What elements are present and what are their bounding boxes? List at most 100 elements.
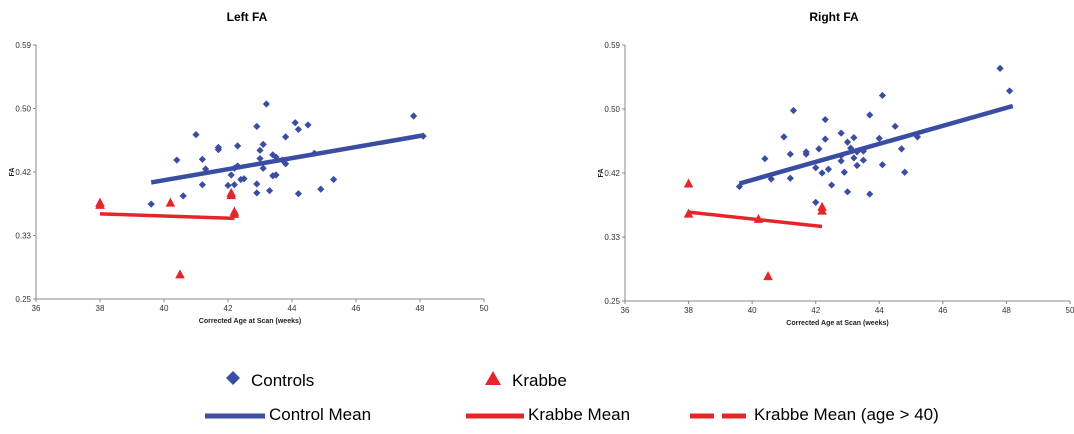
control-point: [317, 185, 325, 193]
krabbe-point: [817, 205, 827, 215]
control-mean-line: [150, 133, 424, 185]
x-tick-label: 50: [480, 304, 489, 313]
control-point: [767, 175, 775, 183]
y-tick-label: 0.59: [604, 41, 620, 50]
control-point: [901, 168, 909, 176]
control-point: [262, 100, 270, 108]
control-point: [897, 145, 906, 153]
control-point: [227, 171, 235, 179]
control-point: [253, 180, 261, 188]
x-tick-label: 40: [748, 306, 757, 315]
control-point: [230, 181, 238, 189]
x-tick-label: 42: [224, 304, 233, 313]
control-point: [198, 155, 206, 163]
control-point: [786, 174, 794, 182]
control-point: [253, 189, 261, 197]
legend-label-krabbe-mean: Krabbe Mean: [528, 405, 631, 424]
x-tick-label: 48: [416, 304, 425, 313]
solid-line-icon: [205, 405, 265, 425]
control-point: [878, 91, 887, 100]
control-point: [304, 121, 312, 129]
control-point: [410, 112, 418, 120]
y-tick-label: 0.50: [604, 105, 620, 114]
x-tick-label: 36: [32, 304, 41, 313]
control-point: [812, 198, 820, 206]
control-point: [824, 165, 833, 173]
control-point: [294, 190, 302, 198]
control-point: [818, 169, 826, 177]
control-point: [780, 133, 788, 141]
control-point: [850, 154, 858, 162]
control-point: [875, 134, 883, 142]
control-point: [224, 181, 232, 190]
control-point: [828, 181, 836, 189]
control-point: [240, 175, 248, 183]
krabbe-mean-line: [688, 210, 823, 229]
control-point: [840, 168, 848, 176]
control-point: [259, 140, 267, 148]
x-tick-label: 46: [352, 304, 361, 313]
krabbe-point: [165, 197, 176, 207]
solid-line-icon: [466, 405, 524, 425]
control-point: [192, 131, 200, 139]
legend-label-krabbe: Krabbe: [512, 370, 567, 390]
y-tick-label: 0.25: [604, 297, 620, 306]
control-point: [878, 161, 887, 169]
chart-0: Left FA 0.25 0.33 0.42 0.50 0.59 36 38 40 42 44 46 4…: [9, 10, 489, 325]
control-point: [198, 181, 206, 189]
krabbe-point: [763, 271, 773, 281]
control-point: [282, 160, 290, 168]
x-tick-label: 50: [1066, 306, 1074, 315]
legend-item-krabbe-mean-age: Krabbe Mean (age > 40): [690, 405, 939, 425]
control-point: [253, 122, 261, 131]
control-point: [821, 115, 829, 124]
y-tick-label: 0.50: [15, 105, 31, 114]
y-axis-label: FA: [9, 168, 16, 177]
control-point: [179, 192, 187, 200]
control-point: [173, 156, 181, 164]
control-point: [866, 190, 874, 198]
krabbe-point: [229, 208, 240, 218]
control-point: [269, 172, 277, 180]
x-tick-label: 38: [96, 304, 105, 313]
control-point: [272, 171, 280, 179]
legend-label-krabbe-mean-age: Krabbe Mean (age > 40): [754, 405, 939, 424]
x-tick-label: 38: [684, 306, 693, 315]
control-point: [802, 150, 810, 158]
chart-title: Left FA: [227, 10, 268, 24]
control-point: [294, 125, 302, 134]
y-tick-label: 0.33: [15, 232, 31, 241]
y-tick-label: 0.25: [15, 295, 31, 304]
control-point: [291, 119, 299, 127]
x-tick-label: 40: [160, 304, 169, 313]
legend: Controls Krabbe Control Mean Krabbe Mean…: [0, 350, 1074, 434]
control-point: [789, 106, 798, 115]
chart-1: Right FA 0.25 0.33 0.42 0.50 0.59 36 38 40 42 44 46…: [598, 10, 1074, 327]
x-tick-label: 46: [938, 306, 947, 315]
legend-item-control-mean: Control Mean: [205, 405, 371, 425]
y-tick-label: 0.33: [604, 233, 620, 242]
krabbe-point: [95, 199, 105, 209]
x-tick-label: 36: [621, 306, 630, 315]
control-point: [269, 151, 277, 159]
y-tick-label: 0.42: [604, 169, 620, 178]
control-point: [850, 134, 858, 142]
krabbe-point: [226, 187, 236, 197]
control-point: [259, 164, 267, 172]
control-point: [234, 142, 242, 150]
control-point: [812, 164, 820, 172]
control-point: [891, 122, 899, 130]
triangle-icon: [484, 370, 502, 391]
control-point: [866, 111, 874, 119]
x-axis-label: Corrected Age at Scan (weeks): [786, 320, 888, 327]
control-point: [837, 129, 845, 137]
control-point: [843, 188, 852, 196]
x-tick-label: 44: [288, 304, 297, 313]
legend-item-krabbe: Krabbe: [484, 370, 567, 391]
krabbe-mean-line: [99, 212, 235, 221]
control-point: [330, 175, 338, 184]
legend-item-krabbe-mean: Krabbe Mean: [466, 405, 630, 425]
chart-title: Right FA: [809, 10, 859, 24]
control-point: [821, 135, 829, 143]
x-tick-label: 42: [811, 306, 820, 315]
